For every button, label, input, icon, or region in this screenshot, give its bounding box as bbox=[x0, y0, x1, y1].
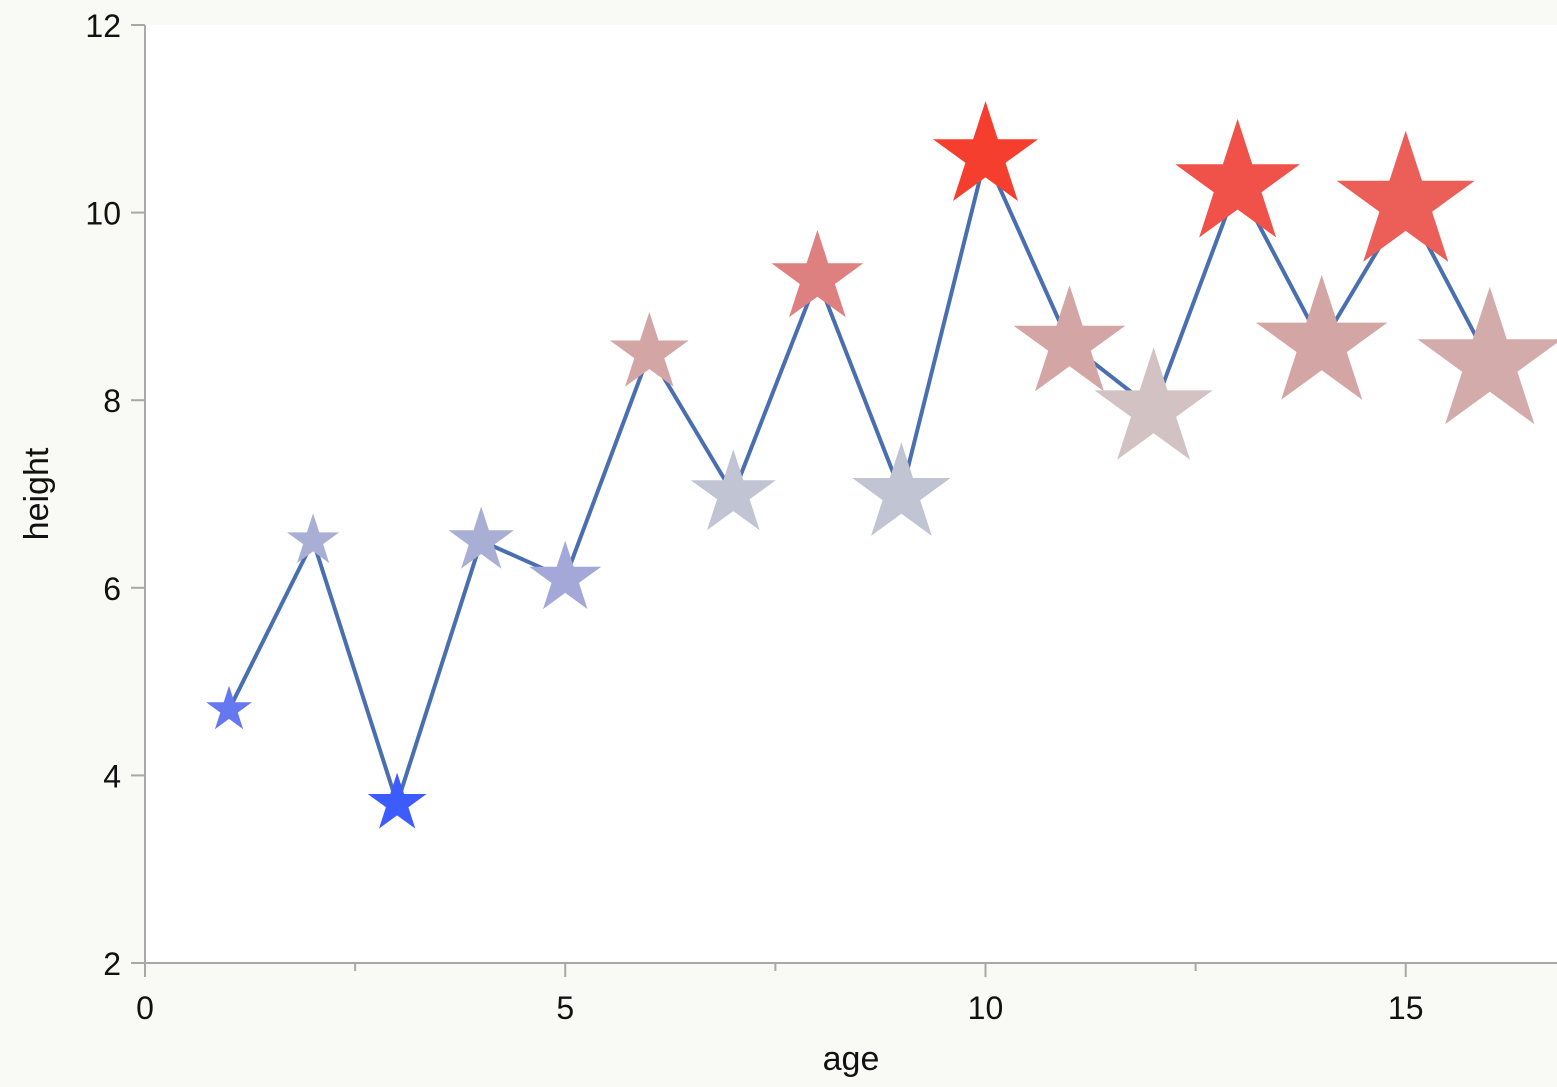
y-tick-label: 10 bbox=[85, 196, 121, 232]
x-tick-label: 15 bbox=[1388, 990, 1424, 1026]
y-tick-label: 6 bbox=[103, 571, 121, 607]
plot-area bbox=[145, 25, 1557, 963]
y-tick-label: 2 bbox=[103, 946, 121, 982]
x-axis-label: age bbox=[823, 1040, 880, 1078]
y-tick-label: 12 bbox=[85, 8, 121, 44]
x-tick-label: 5 bbox=[556, 990, 574, 1026]
y-axis-label: height bbox=[18, 447, 56, 540]
y-tick-label: 8 bbox=[103, 383, 121, 419]
y-tick-label: 4 bbox=[103, 758, 121, 794]
x-tick-label: 10 bbox=[968, 990, 1004, 1026]
x-tick-label: 0 bbox=[136, 990, 154, 1026]
